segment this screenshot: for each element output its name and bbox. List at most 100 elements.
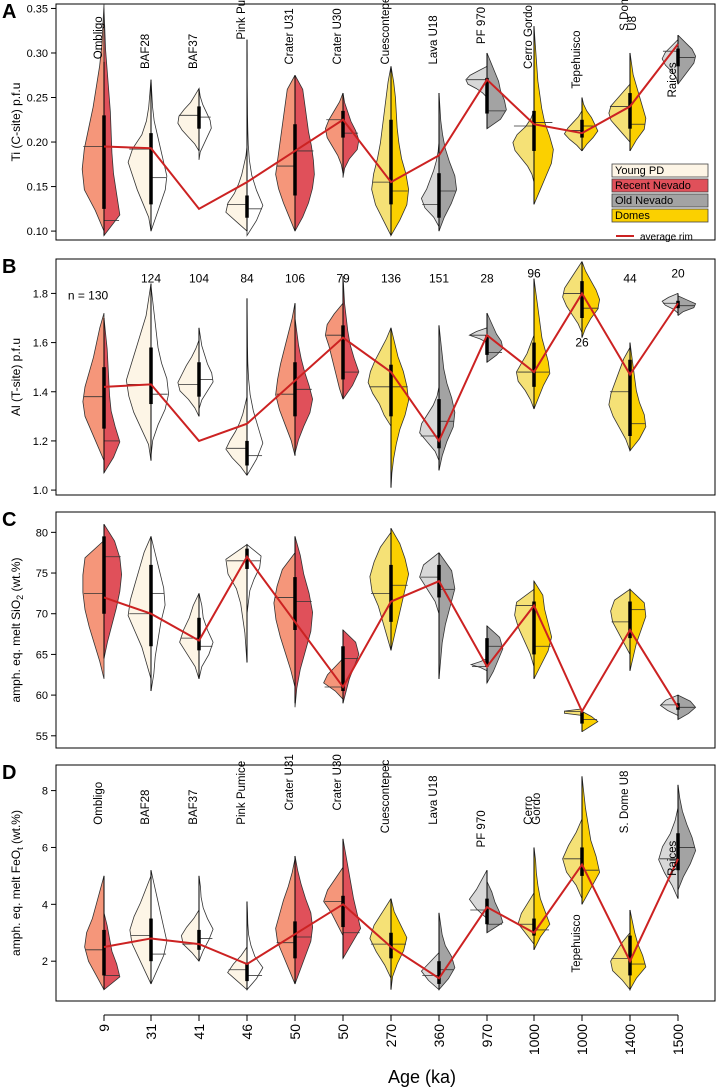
violin-left-8: [468, 870, 488, 919]
sample-label: Pink Pumice: [236, 0, 248, 40]
ylabel-part: amph. eq. melt SiO: [9, 600, 23, 703]
violin-left-3: [227, 946, 248, 991]
count-label: 136: [381, 271, 401, 285]
panel-A-letter: A: [2, 1, 16, 23]
sample-label: Tepehuisco: [571, 30, 583, 88]
violin-left-11: [608, 347, 631, 451]
violin-right-9: [533, 278, 551, 410]
panel-C-rim-line: [103, 554, 679, 714]
violin-left-6: [367, 327, 392, 428]
sample-label: Crater U30: [332, 754, 344, 810]
sample-label: Lava U18: [428, 775, 440, 824]
ylabel-part: (wt.%): [9, 557, 23, 594]
violin-left-0: [84, 875, 105, 990]
age-label: 41: [191, 1024, 207, 1040]
age-label: 1500: [670, 1024, 686, 1055]
violin-right-11: [629, 588, 647, 671]
violin-right-6: [390, 528, 410, 651]
sample-label: BAF28: [140, 790, 152, 825]
sample-label: Cuescontepec: [380, 759, 392, 833]
sample-label: Lava U18: [428, 15, 440, 64]
violin-right-0: [103, 317, 121, 475]
violin-right-3: [246, 543, 262, 614]
violin-right-1: [150, 79, 168, 232]
violin-left-7: [420, 951, 440, 991]
violin-right-4: [294, 536, 314, 708]
violin-right-0: [103, 912, 121, 991]
x-axis-title: Age (ka): [388, 1067, 456, 1087]
panel-B-ytick-label: 1.0: [33, 485, 48, 497]
panel-D-rim-line: [103, 858, 679, 980]
count-label: 124: [141, 271, 161, 285]
violin-left-0: [82, 539, 105, 679]
panel-B-letter: B: [2, 256, 16, 278]
count-label: 84: [240, 271, 254, 285]
violin-left-12: [659, 694, 679, 717]
legend-swatch-1: [611, 178, 709, 193]
violin-right-2: [198, 88, 212, 160]
violin-left-7: [420, 142, 440, 227]
age-label: 1000: [574, 1024, 590, 1055]
panel-C-ylabel: amph. eq. melt SiO2 (wt.%): [9, 557, 25, 702]
legend-swatch-2: [611, 193, 709, 208]
violin-left-4: [275, 75, 296, 232]
panel-A-ytick-label: 0.25: [27, 93, 48, 105]
count-label: 151: [429, 271, 449, 285]
panel-C-ytick-label: 60: [36, 690, 48, 702]
violin-right-12: [677, 34, 697, 85]
violin-left-4: [275, 858, 296, 985]
panel-A-ytick-label: 0.35: [27, 3, 48, 15]
violin-left-6: [371, 66, 392, 236]
violin-right-4: [294, 75, 315, 232]
panel-C-ytick-label: 70: [36, 609, 48, 621]
age-label: 1400: [622, 1024, 638, 1055]
violin-right-10: [581, 97, 599, 152]
panel-A-rim-line: [103, 43, 679, 211]
violin-left-0: [82, 312, 105, 461]
panel-D-ytick-label: 8: [42, 786, 48, 798]
violin-right-11: [629, 52, 647, 152]
violin-left-7: [419, 386, 440, 461]
panel-A-ylabel: Ti (C-site) p.f.u: [9, 83, 23, 162]
violin-left-7: [419, 551, 440, 614]
legend-label: Recent Nevado: [615, 180, 691, 192]
panel-C-ytick-label: 65: [36, 649, 48, 661]
sample-label: PF 970: [476, 810, 488, 847]
sample-label: U8: [627, 16, 639, 31]
violin-right-1: [150, 870, 168, 985]
sample-label: S.Dome: [619, 0, 631, 31]
sample-label: Cerro Gordo: [523, 5, 535, 69]
sample-label: Gordo: [531, 793, 543, 825]
violin-right-0: [103, 8, 121, 237]
count-label: 26: [575, 335, 589, 349]
panel-B-ytick-label: 1.8: [33, 288, 48, 300]
panel-C-ytick-label: 75: [36, 568, 48, 580]
violin-right-5: [342, 276, 360, 400]
age-label: 360: [431, 1024, 447, 1048]
violin-left-8: [469, 657, 488, 672]
sample-label: Pink Pumice: [236, 761, 248, 825]
panel-C-ytick-label: 55: [36, 731, 48, 743]
panel-A-ytick-label: 0.20: [27, 137, 48, 149]
panel-B-ylabel: Al (T-site) p.f.u: [9, 338, 23, 416]
age-label: 270: [383, 1024, 399, 1048]
panel-D-ytick-label: 2: [42, 956, 48, 968]
count-label: 79: [336, 271, 350, 285]
count-label: 96: [527, 266, 541, 280]
violin-right-0: [103, 523, 123, 659]
violin-right-9: [533, 579, 553, 680]
sample-label: Crater U31: [284, 754, 296, 810]
sample-label: BAF28: [140, 34, 152, 69]
violin-right-11: [629, 342, 647, 452]
violin-right-10: [581, 776, 601, 905]
legend-label: Old Nevado: [615, 195, 673, 207]
age-label: 970: [479, 1024, 495, 1048]
panel-C-ytick-label: 80: [36, 527, 48, 539]
sample-label: Crater U30: [332, 8, 344, 64]
violin-right-11: [629, 909, 647, 992]
ylabel-part: t: [15, 847, 25, 850]
violin-left-2: [177, 339, 200, 417]
violin-left-9: [514, 588, 535, 667]
violin-left-4: [273, 551, 296, 688]
